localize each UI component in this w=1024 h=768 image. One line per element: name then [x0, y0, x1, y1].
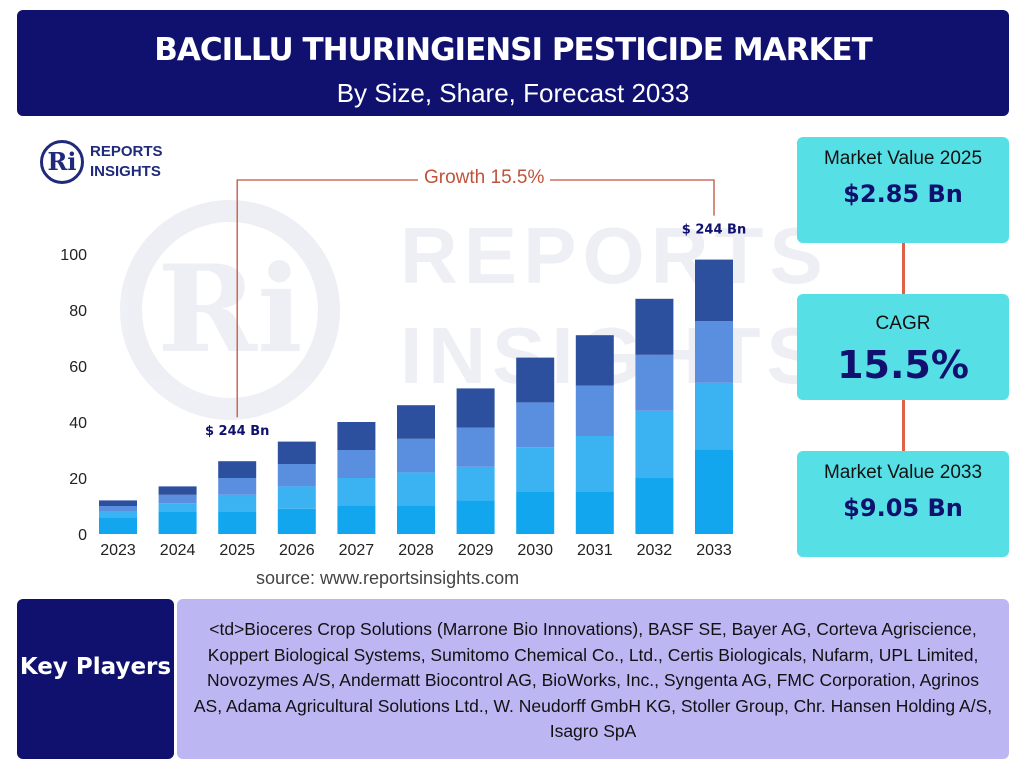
bar-segment: [516, 402, 555, 448]
x-tick-label: 2031: [577, 542, 613, 559]
bar-segment: [397, 506, 435, 534]
y-tick-label: 60: [69, 359, 87, 376]
bar-segment: [277, 508, 316, 534]
market-bar-chart: 0 20 40 60 80 100 2023 2024 2025 2026 2027 2028 2029…: [60, 179, 746, 559]
bar-segment: [277, 464, 316, 487]
bar-segment: [575, 385, 614, 436]
market-value-2025-label: Market Value 2025: [823, 148, 983, 169]
x-tick-label: 2025: [219, 542, 255, 559]
x-tick-label: 2032: [637, 542, 673, 559]
bar-segment: [158, 511, 197, 534]
source-text: source: www.reportsinsights.com: [256, 568, 520, 588]
data-label: $ 244 Bn: [682, 223, 746, 238]
x-tick-label: 2030: [517, 542, 553, 559]
bar-segment: [516, 357, 555, 403]
market-value-2025-value: $2.85 Bn: [843, 180, 963, 208]
cagr-label: CAGR: [875, 313, 931, 334]
bar-segment: [695, 259, 733, 322]
y-tick-label: 0: [78, 527, 87, 544]
logo-text-line2: INSIGHTS: [90, 163, 161, 180]
x-tick-label: 2033: [696, 542, 732, 559]
x-tick-label: 2026: [279, 542, 315, 559]
data-label: $ 244 Bn: [205, 424, 269, 439]
x-tick-label: 2029: [458, 542, 494, 559]
bar-segment: [575, 492, 614, 534]
bar-segment: [158, 503, 197, 512]
bar-segment: [575, 436, 614, 492]
bar-segment: [218, 461, 257, 478]
logo-mark-icon: Ri: [40, 140, 84, 184]
y-tick-label: 100: [60, 247, 87, 264]
connector-line: [902, 400, 905, 451]
company-logo: Ri REPORTS INSIGHTS: [40, 140, 180, 186]
bar-segment: [635, 478, 674, 534]
bar-segment: [158, 486, 197, 495]
bar-segment: [99, 506, 137, 512]
market-value-2033-label: Market Value 2033: [823, 462, 983, 483]
logo-text-line1: REPORTS: [90, 143, 163, 160]
bar-segment: [695, 450, 733, 534]
bar-segment: [337, 478, 376, 506]
bar-segment: [575, 335, 614, 386]
bar-segment: [635, 354, 674, 411]
bar-segment: [397, 438, 435, 473]
bar-segment: [635, 298, 674, 355]
bar-segment: [99, 517, 137, 534]
connector-line: [902, 243, 905, 294]
key-players-heading: Key Players: [17, 599, 174, 759]
bar-segment: [277, 441, 316, 464]
y-tick-label: 20: [69, 471, 87, 488]
bar-segment: [99, 500, 137, 506]
x-tick-label: 2024: [160, 542, 196, 559]
bar-segment: [158, 494, 197, 504]
bar-segment: [456, 500, 495, 534]
bar-segment: [337, 506, 376, 534]
bar-segment: [695, 382, 733, 450]
bar-segment: [456, 427, 495, 467]
key-players-list: <td>Bioceres Crop Solutions (Marrone Bio…: [177, 599, 1009, 759]
market-value-2033-value: $9.05 Bn: [843, 494, 963, 522]
cagr-value: 15.5%: [837, 343, 969, 387]
bar-segment: [218, 478, 257, 495]
bar-segment: [456, 466, 495, 501]
bar-segment: [337, 422, 376, 450]
bar-segment: [99, 511, 137, 518]
bar-segment: [277, 486, 316, 509]
bar-segment: [456, 388, 495, 428]
y-tick-label: 80: [69, 303, 87, 320]
x-tick-label: 2027: [339, 542, 375, 559]
page-title: BACILLU THURINGIENSI PESTICIDE MARKET: [154, 32, 873, 68]
bar-segment: [337, 450, 376, 478]
bar-segment: [218, 494, 257, 512]
x-tick-label: 2028: [398, 542, 434, 559]
bar-segment: [397, 472, 435, 506]
growth-label: Growth 15.5%: [418, 167, 551, 189]
header-banner: BACILLU THURINGIENSI PESTICIDE MARKET By…: [17, 10, 1009, 116]
page-subtitle: By Size, Share, Forecast 2033: [336, 78, 690, 108]
bar-segment: [695, 321, 733, 383]
bar-segment: [516, 492, 555, 534]
market-value-2033-box: Market Value 2033 $9.05 Bn: [797, 451, 1009, 557]
x-tick-label: 2023: [100, 542, 136, 559]
bar-segment: [218, 511, 257, 534]
market-value-2025-box: Market Value 2025 $2.85 Bn: [797, 137, 1009, 243]
y-tick-label: 40: [69, 415, 87, 432]
bar-segment: [516, 447, 555, 492]
bar-segment: [397, 405, 435, 439]
bar-segment: [635, 410, 674, 478]
cagr-box: CAGR 15.5%: [797, 294, 1009, 400]
